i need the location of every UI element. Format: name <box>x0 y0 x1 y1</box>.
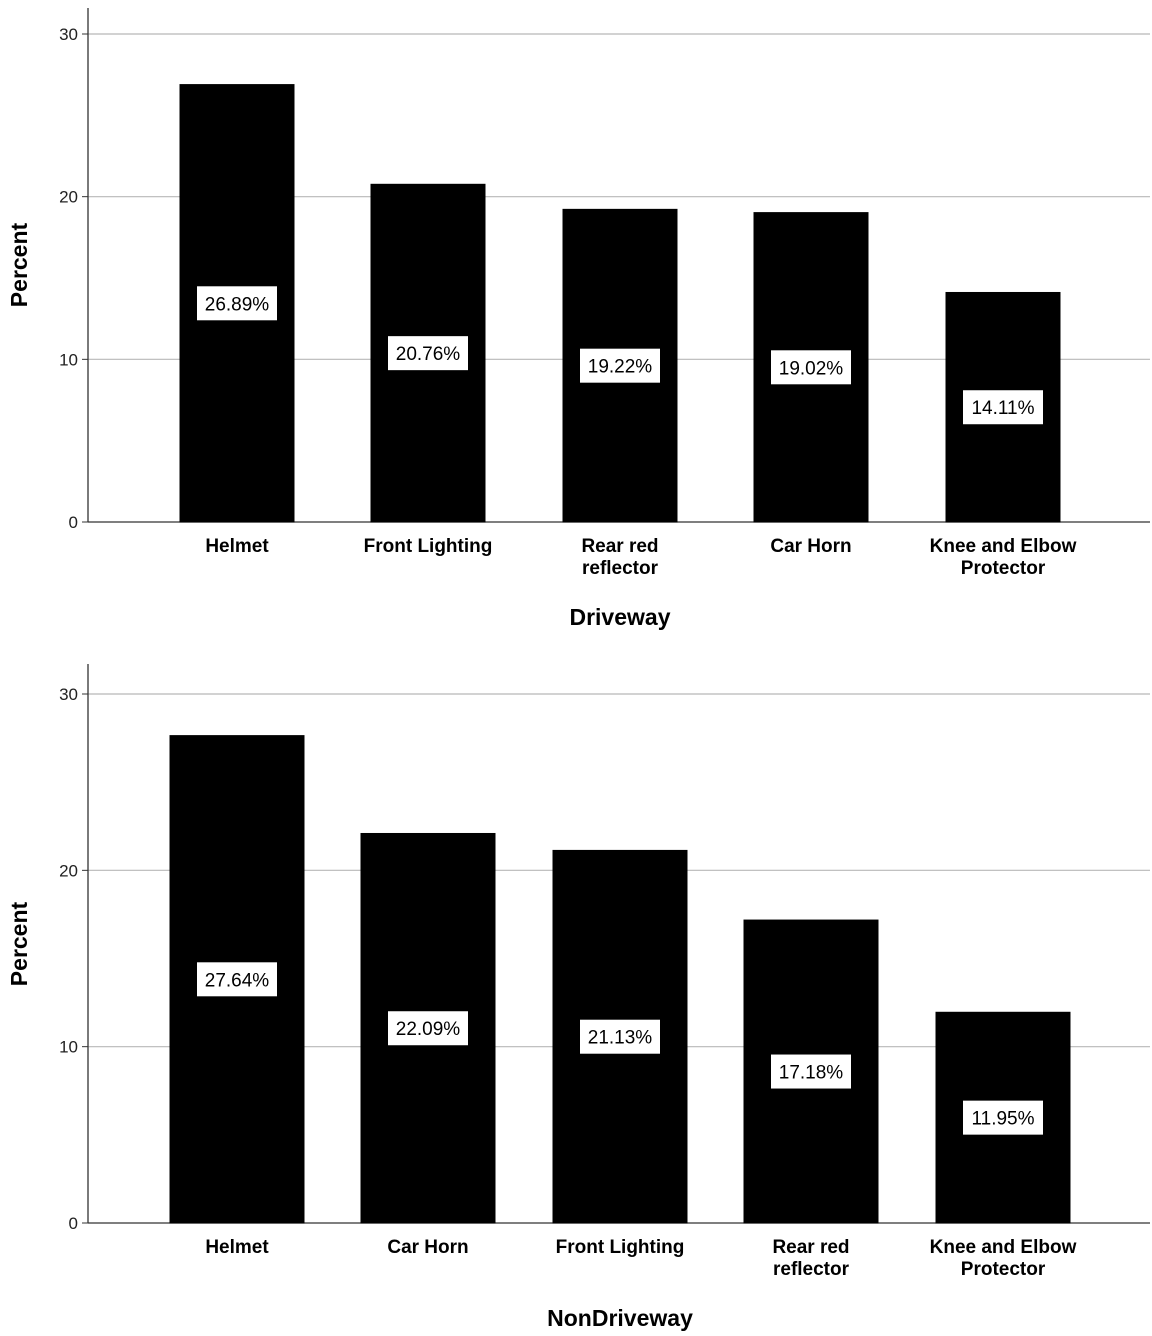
x-tick-label: Rear red reflector <box>581 536 658 579</box>
data-label: 27.64% <box>205 970 270 991</box>
x-axis-title: NonDriveway <box>547 1305 693 1331</box>
data-label-box <box>963 390 1043 425</box>
data-label: 14.11% <box>971 398 1034 419</box>
data-label: 21.13% <box>588 1028 653 1049</box>
y-tick-label: 0 <box>69 1214 78 1233</box>
x-tick-label: Knee and Elbow Protector <box>930 536 1077 579</box>
y-tick-label: 30 <box>59 685 78 704</box>
data-label-box <box>388 336 468 371</box>
x-tick-label: Front Lighting <box>364 536 493 557</box>
x-tick-label: Helmet <box>205 536 269 557</box>
data-label-box <box>771 350 851 385</box>
data-label-box <box>388 1011 468 1046</box>
chart-panel-1: 0 10 20 30 26.89% Helmet 20.76% Front Lighting 1… <box>6 8 1150 630</box>
x-tick-label: Car Horn <box>770 536 851 557</box>
data-label-box <box>580 1019 660 1054</box>
y-tick-label: 10 <box>59 350 78 369</box>
x-tick-label: Front Lighting <box>556 1237 685 1258</box>
data-label: 17.18% <box>779 1063 844 1084</box>
data-label: 22.09% <box>396 1019 461 1040</box>
x-tick-label: Rear red reflector <box>772 1237 849 1280</box>
data-label-box <box>580 348 660 383</box>
data-label-box <box>771 1054 851 1089</box>
x-tick-label: Knee and Elbow Protector <box>930 1237 1077 1280</box>
x-tick-label: Helmet <box>205 1237 269 1258</box>
y-tick-label: 20 <box>59 861 78 880</box>
data-label: 19.22% <box>588 357 653 378</box>
data-label: 26.89% <box>205 294 270 315</box>
y-tick-label: 0 <box>69 513 78 532</box>
data-label: 11.95% <box>971 1109 1034 1130</box>
y-tick-label: 30 <box>59 25 78 44</box>
data-label-box <box>963 1100 1043 1135</box>
data-label-box <box>197 962 277 997</box>
y-axis-title: Percent <box>6 222 32 307</box>
y-tick-label: 10 <box>59 1038 78 1057</box>
chart-panel-2: 0 10 20 30 27.64% Helmet 22.09% Car Horn 21.13% F… <box>6 664 1150 1331</box>
data-label: 20.76% <box>396 344 461 365</box>
x-axis-title: Driveway <box>569 604 670 630</box>
data-label-box <box>197 286 277 321</box>
data-label: 19.02% <box>779 358 844 379</box>
x-tick-label: Car Horn <box>387 1237 468 1258</box>
y-tick-label: 20 <box>59 188 78 207</box>
y-axis-title: Percent <box>6 901 32 986</box>
